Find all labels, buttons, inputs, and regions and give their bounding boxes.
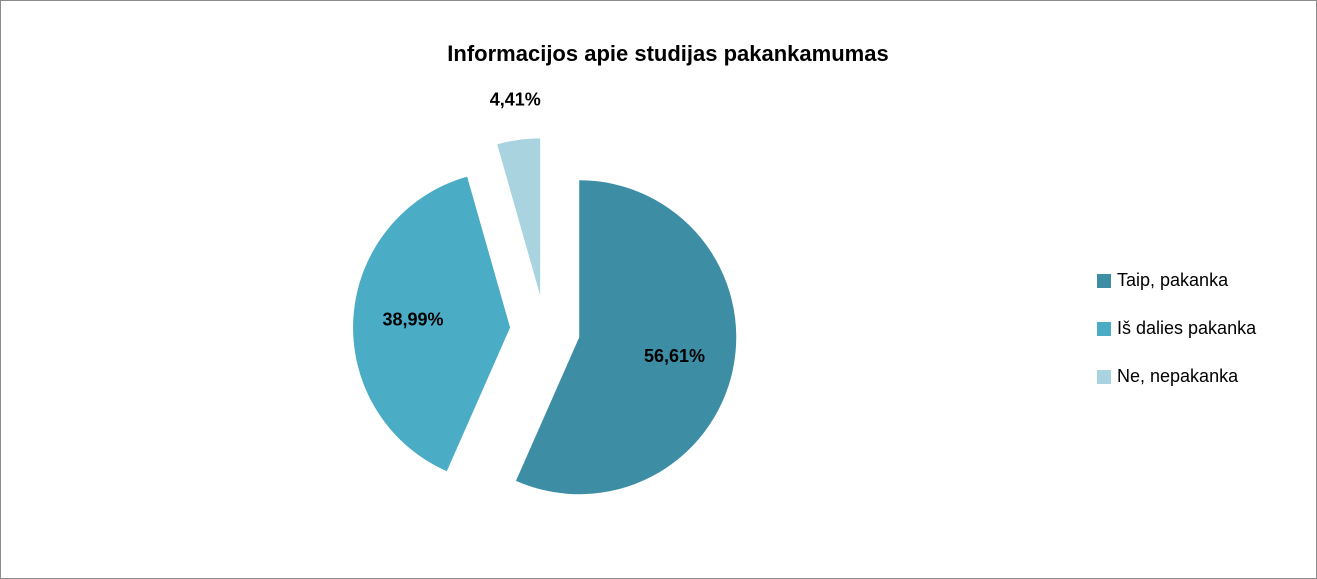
legend-label: Taip, pakanka xyxy=(1117,270,1229,290)
data-label: 56,61% xyxy=(644,346,705,366)
pie-slice xyxy=(497,138,541,296)
data-label: 38,99% xyxy=(382,310,443,330)
legend-swatch xyxy=(1097,322,1111,336)
legend-label: Iš dalies pakanka xyxy=(1117,318,1257,338)
pie-slice xyxy=(353,176,511,472)
chart-title: Informacijos apie studijas pakankamumas xyxy=(447,41,888,66)
legend-swatch xyxy=(1097,370,1111,384)
data-label: 4,41% xyxy=(490,89,541,109)
legend-label: Ne, nepakanka xyxy=(1117,366,1239,386)
pie-slice xyxy=(515,180,737,495)
legend-swatch xyxy=(1097,274,1111,288)
